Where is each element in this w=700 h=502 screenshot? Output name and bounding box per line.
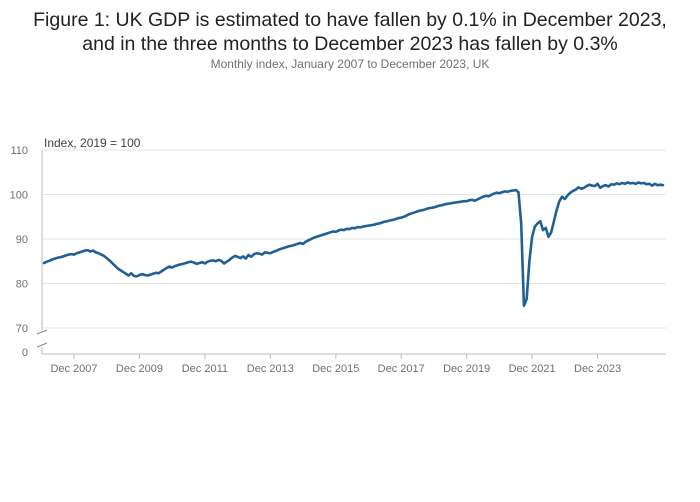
x-tick-label: Dec 2021 xyxy=(509,363,556,375)
x-axis-ticks: Dec 2007 Dec 2009 Dec 2011 Dec 2013 Dec 2015… xyxy=(50,354,621,375)
chart-title-line-2: and in the three months to December 2023… xyxy=(82,33,618,55)
x-tick-label: Dec 2015 xyxy=(312,363,359,375)
axis-break-icon xyxy=(36,329,48,348)
x-tick-label: Dec 2011 xyxy=(182,363,228,375)
chart-title-line-1: Figure 1: UK GDP is estimated to have fa… xyxy=(33,9,667,31)
x-tick-label: Dec 2009 xyxy=(116,363,163,375)
x-tick-label: Dec 2013 xyxy=(247,363,294,375)
y-tick-label-110: 110 xyxy=(10,145,28,157)
y-tick-label-70: 70 xyxy=(16,323,28,335)
y-tick-label-80: 80 xyxy=(16,279,28,291)
x-tick-label: Dec 2007 xyxy=(50,363,97,375)
x-tick-label: Dec 2019 xyxy=(443,363,490,375)
chart-subtitle: Monthly index, January 2007 to December … xyxy=(210,57,490,71)
chart-title: Figure 1: UK GDP is estimated to have fa… xyxy=(0,8,700,56)
gridlines xyxy=(42,149,666,329)
series-line-gdp-index xyxy=(42,181,665,308)
y-tick-label-90: 90 xyxy=(16,234,28,246)
x-tick-label: Dec 2023 xyxy=(574,363,621,375)
y-axis-ticks: 110 100 90 80 70 0 xyxy=(10,145,28,359)
y-tick-label-0: 0 xyxy=(22,347,28,359)
y-tick-label-100: 100 xyxy=(10,190,28,202)
y-axis-label: Index, 2019 = 100 xyxy=(44,136,141,150)
x-tick-label: Dec 2017 xyxy=(378,363,425,375)
